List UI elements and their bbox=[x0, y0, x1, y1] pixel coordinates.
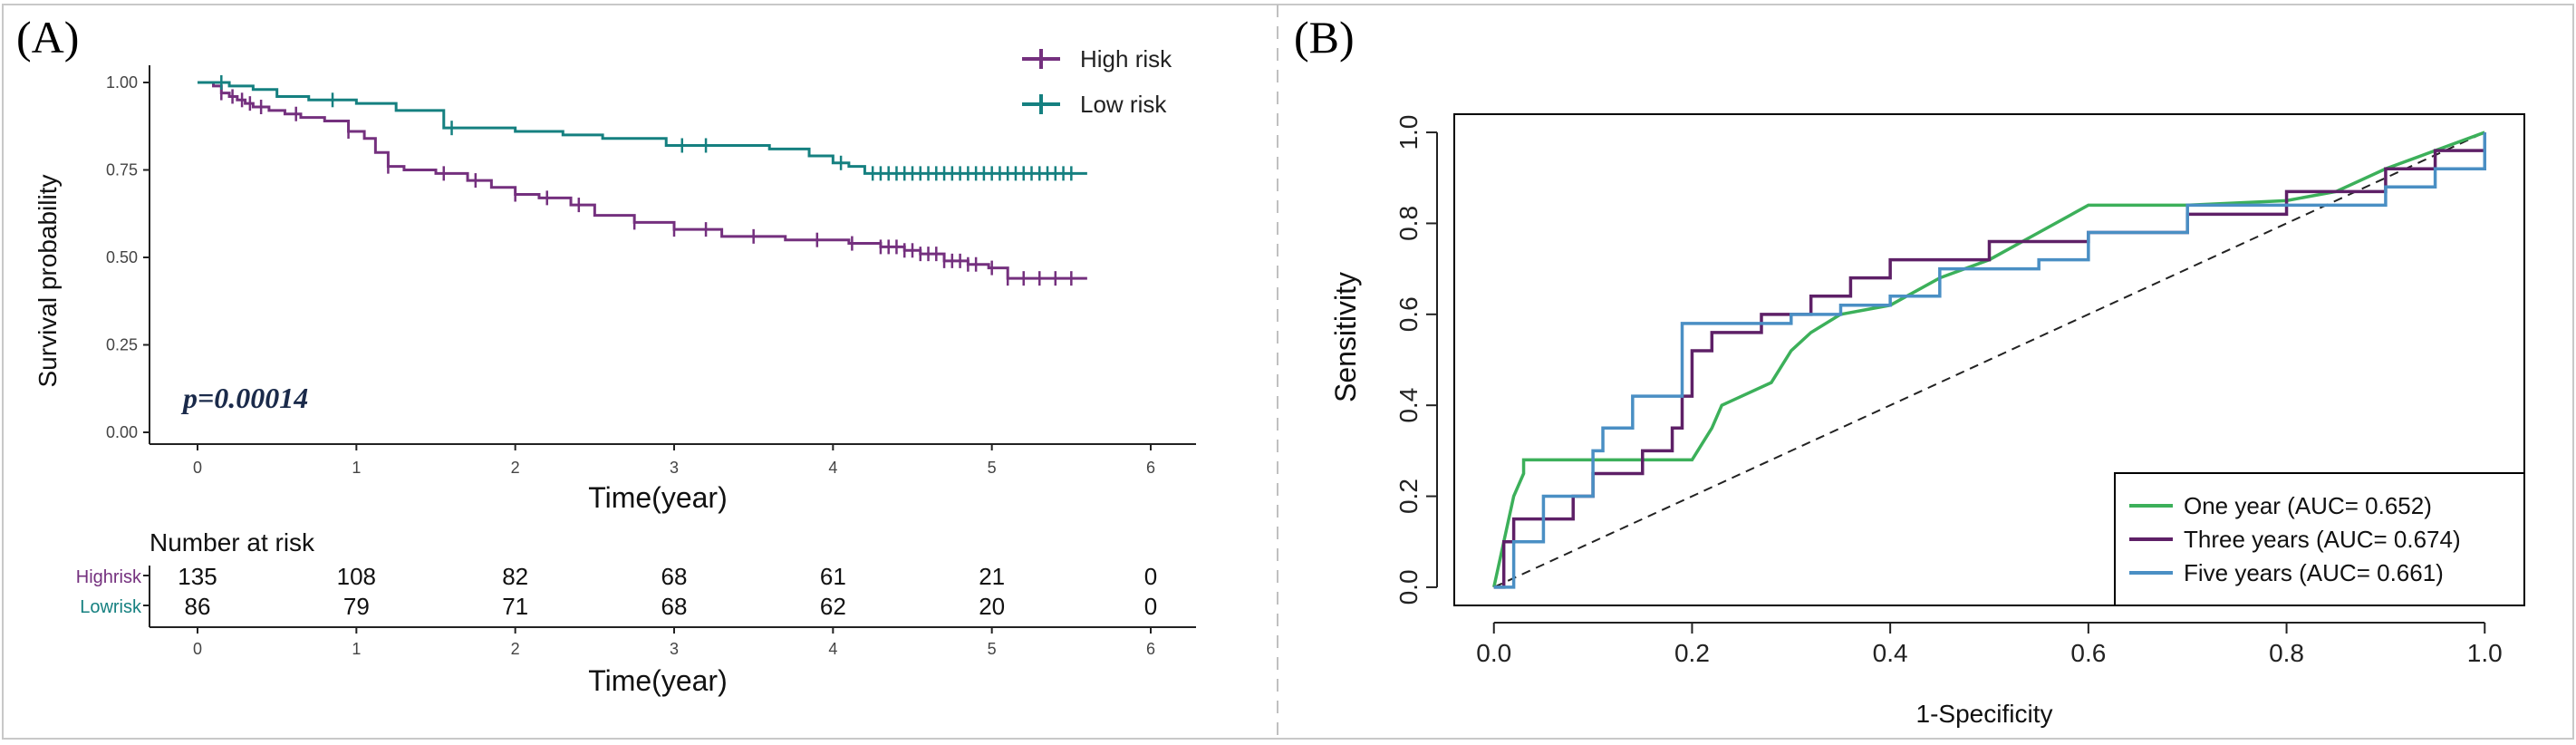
roc-xtick-label: 0.0 bbox=[1476, 639, 1511, 667]
risk-xlabel: Time(year) bbox=[588, 664, 727, 697]
km-ytick-label: 1.00 bbox=[106, 73, 138, 92]
roc-ytick-label: 0.4 bbox=[1394, 388, 1423, 423]
roc-xtick-label: 0.6 bbox=[2070, 639, 2106, 667]
risk-row-label: Highrisk bbox=[76, 567, 142, 587]
km-series-line-low-risk bbox=[198, 81, 1087, 175]
km-ytick-label: 0.75 bbox=[106, 161, 138, 179]
roc-legend-item: Three years (AUC= 0.674) bbox=[2129, 526, 2461, 553]
risk-xtick-label: 0 bbox=[193, 640, 202, 658]
panel-label-a: (A) bbox=[16, 12, 79, 63]
km-xtick-label: 5 bbox=[988, 459, 997, 477]
risk-count: 21 bbox=[979, 563, 1005, 590]
risk-count: 79 bbox=[343, 593, 370, 620]
km-panel: 0.00 0.25 0.50 0.75 1.00 0 1 2 3 4 5 6 Survival pro… bbox=[34, 45, 1196, 697]
km-ylabel: Survival probability bbox=[34, 175, 62, 388]
risk-count: 135 bbox=[178, 563, 217, 590]
roc-axes: 0.0 0.2 0.4 0.6 0.8 1.0 0.0 0.2 0.4 0.6 0.8 1.0 bbox=[1394, 115, 2503, 667]
km-xtick-label: 1 bbox=[352, 459, 361, 477]
roc-ytick-label: 0.6 bbox=[1394, 296, 1423, 332]
km-ytick-label: 0.50 bbox=[106, 248, 138, 266]
km-legend-item: High risk bbox=[1022, 45, 1172, 73]
km-axes: 0.00 0.25 0.50 0.75 1.00 0 1 2 3 4 5 6 bbox=[106, 65, 1196, 477]
risk-count: 68 bbox=[661, 563, 688, 590]
km-xlabel: Time(year) bbox=[588, 481, 727, 514]
risk-xtick-label: 3 bbox=[670, 640, 679, 658]
risk-xtick-label: 5 bbox=[988, 640, 997, 658]
risk-table-title: Number at risk bbox=[150, 528, 315, 556]
risk-count: 0 bbox=[1144, 563, 1157, 590]
risk-count: 86 bbox=[185, 593, 211, 620]
risk-xtick-label: 4 bbox=[828, 640, 837, 658]
risk-xtick-label: 1 bbox=[352, 640, 361, 658]
risk-count: 68 bbox=[661, 593, 688, 620]
roc-xtick-label: 0.2 bbox=[1674, 639, 1710, 667]
km-xtick-label: 3 bbox=[670, 459, 679, 477]
figure-frame bbox=[2, 4, 2574, 740]
roc-panel: 0.0 0.2 0.4 0.6 0.8 1.0 0.0 0.2 0.4 0.6 0.8 1.0 Sen… bbox=[1329, 113, 2525, 728]
km-pvalue: p=0.00014 bbox=[180, 382, 308, 414]
risk-count: 62 bbox=[820, 593, 846, 620]
roc-legend-item: Five years (AUC= 0.661) bbox=[2129, 559, 2444, 586]
panel-label-b: (B) bbox=[1294, 12, 1355, 63]
roc-ytick-label: 0.8 bbox=[1394, 206, 1423, 241]
roc-ytick-label: 1.0 bbox=[1394, 115, 1423, 150]
roc-legend-item: One year (AUC= 0.652) bbox=[2129, 492, 2432, 519]
risk-xtick-label: 2 bbox=[511, 640, 520, 658]
roc-legend-label: Five years (AUC= 0.661) bbox=[2184, 559, 2444, 586]
km-legend-label: Low risk bbox=[1080, 91, 1167, 118]
roc-legend: One year (AUC= 0.652) Three years (AUC= 0… bbox=[2114, 472, 2525, 606]
roc-legend-label: Three years (AUC= 0.674) bbox=[2184, 526, 2461, 553]
km-legend-item: Low risk bbox=[1022, 91, 1167, 118]
km-xtick-label: 2 bbox=[511, 459, 520, 477]
roc-ytick-label: 0.2 bbox=[1394, 479, 1423, 514]
roc-series bbox=[1492, 131, 2487, 589]
risk-count: 71 bbox=[502, 593, 528, 620]
roc-series-five-years bbox=[1493, 132, 2487, 589]
risk-count: 82 bbox=[502, 563, 528, 590]
km-ytick-label: 0.00 bbox=[106, 423, 138, 441]
km-legend-label: High risk bbox=[1080, 45, 1172, 73]
km-legend: High risk Low risk bbox=[1022, 45, 1172, 118]
roc-ytick-label: 0.0 bbox=[1394, 569, 1423, 605]
risk-count: 61 bbox=[820, 563, 846, 590]
km-series-line-high-risk bbox=[198, 81, 1087, 280]
risk-count: 0 bbox=[1144, 593, 1157, 620]
roc-legend-box bbox=[2114, 472, 2525, 606]
risk-xtick-label: 6 bbox=[1146, 640, 1155, 658]
roc-xtick-label: 1.0 bbox=[2467, 639, 2503, 667]
roc-xlabel: 1-Specificity bbox=[1916, 700, 2053, 728]
km-xtick-label: 6 bbox=[1146, 459, 1155, 477]
km-series bbox=[198, 75, 1087, 286]
km-ytick-label: 0.25 bbox=[106, 336, 138, 354]
roc-xtick-label: 0.8 bbox=[2269, 639, 2304, 667]
km-xtick-label: 4 bbox=[828, 459, 837, 477]
roc-plot-box bbox=[1453, 113, 2525, 606]
roc-ylabel: Sensitivity bbox=[1329, 272, 1362, 402]
roc-reference-line bbox=[1493, 131, 2485, 588]
risk-row-label: Lowrisk bbox=[80, 597, 142, 617]
roc-xtick-label: 0.4 bbox=[1873, 639, 1908, 667]
roc-legend-label: One year (AUC= 0.652) bbox=[2184, 492, 2432, 519]
risk-count: 108 bbox=[337, 563, 376, 590]
risk-count: 20 bbox=[979, 593, 1005, 620]
km-xtick-label: 0 bbox=[193, 459, 202, 477]
